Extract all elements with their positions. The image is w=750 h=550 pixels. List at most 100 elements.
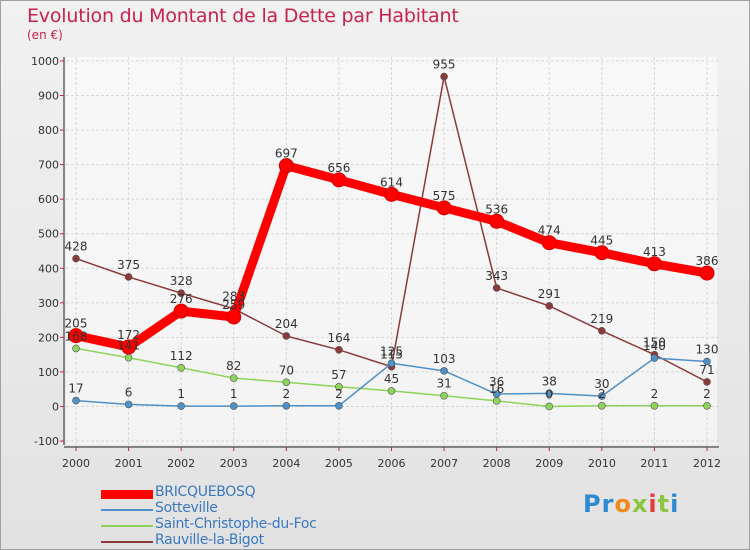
data-point (541, 235, 557, 251)
data-label: 413 (643, 245, 666, 259)
data-point (387, 359, 396, 368)
data-label: 140 (643, 339, 666, 353)
x-tick-label: 2000 (62, 457, 90, 470)
legend-swatch (101, 525, 153, 527)
y-tick-label: 100 (38, 366, 59, 379)
data-point (387, 387, 396, 395)
data-label: 428 (65, 240, 88, 254)
data-label: 70 (279, 363, 294, 377)
logo-letter: t (657, 490, 671, 518)
data-point (72, 344, 80, 353)
data-point (68, 328, 84, 344)
data-point (173, 303, 189, 319)
data-point (335, 401, 343, 410)
data-label: 45 (384, 372, 399, 386)
data-point (489, 213, 505, 229)
data-point (440, 391, 448, 400)
data-point (545, 302, 554, 310)
data-point (545, 402, 554, 411)
data-point (335, 345, 343, 354)
data-label: 115 (380, 348, 403, 362)
data-point (177, 402, 185, 410)
data-label: 30 (594, 377, 609, 391)
logo-letter: i (670, 490, 680, 518)
logo-letter: x (631, 490, 649, 518)
data-label: 343 (485, 269, 508, 283)
data-point (72, 254, 80, 263)
data-label: 2 (703, 387, 711, 401)
data-point (492, 397, 501, 405)
data-point (282, 332, 291, 340)
legend-swatch (101, 490, 153, 499)
data-label: 1 (177, 387, 185, 401)
data-point (440, 72, 448, 81)
chart-title: Evolution du Montant de la Dette par Hab… (27, 5, 459, 27)
y-tick-label: 0 (52, 400, 59, 413)
data-point (121, 339, 137, 355)
data-point (278, 158, 294, 174)
x-tick-label: 2006 (378, 457, 406, 470)
data-point (646, 256, 662, 272)
data-label: 204 (275, 317, 298, 331)
data-point (124, 400, 133, 409)
data-point (226, 309, 242, 325)
data-label: 141 (117, 339, 140, 353)
data-label: 57 (331, 368, 346, 382)
data-point (650, 401, 659, 410)
data-point (384, 186, 399, 202)
data-point (331, 172, 347, 188)
data-label: 2 (651, 387, 659, 401)
data-point (436, 200, 452, 216)
data-label: 2 (598, 387, 606, 401)
data-label: 656 (327, 161, 350, 175)
data-label: 328 (170, 274, 193, 288)
y-tick-label: 500 (38, 228, 59, 241)
data-label: 219 (590, 312, 613, 326)
proxiti-logo: Proxiti (583, 490, 679, 518)
chart-subtitle: (en €) (27, 28, 63, 42)
x-tick-label: 2005 (325, 457, 353, 470)
y-tick-label: 900 (38, 90, 59, 103)
legend-label: Sotteville (155, 500, 218, 516)
y-tick-label: 300 (38, 297, 59, 310)
logo-letter: r (601, 490, 615, 518)
x-tick-label: 2012 (693, 457, 721, 470)
x-tick-label: 2007 (430, 457, 458, 470)
y-tick-label: -100 (34, 435, 59, 448)
data-point (703, 357, 711, 366)
data-label: 38 (542, 374, 557, 388)
x-tick-label: 2002 (167, 457, 195, 470)
data-point (282, 401, 291, 410)
data-label: 2 (283, 387, 291, 401)
data-point (229, 402, 238, 410)
data-point (124, 353, 133, 362)
data-label: 1 (230, 387, 238, 401)
data-point (699, 265, 715, 281)
logo-letter: o (614, 490, 632, 518)
data-label: 164 (327, 331, 350, 345)
x-tick-label: 2009 (535, 457, 563, 470)
legend-swatch (101, 509, 153, 511)
data-point (703, 401, 711, 410)
x-tick-label: 2011 (640, 457, 668, 470)
plot-area (66, 57, 717, 445)
data-point (598, 392, 606, 400)
data-label: 386 (696, 254, 719, 268)
data-label: 172 (117, 328, 140, 342)
x-tick-label: 2008 (483, 457, 511, 470)
y-tick-label: 200 (38, 331, 59, 344)
data-label: 536 (485, 202, 508, 216)
data-label: 259 (222, 298, 245, 312)
data-point (335, 382, 343, 391)
data-label: 474 (538, 224, 561, 238)
data-label: 36 (489, 375, 504, 389)
logo-letter: P (583, 490, 602, 518)
data-label: 276 (170, 292, 193, 306)
data-label: 150 (643, 336, 666, 350)
data-label: 375 (117, 258, 140, 272)
data-label: 445 (590, 234, 613, 248)
data-point (492, 390, 501, 398)
data-point (598, 326, 606, 335)
data-point (703, 378, 711, 386)
